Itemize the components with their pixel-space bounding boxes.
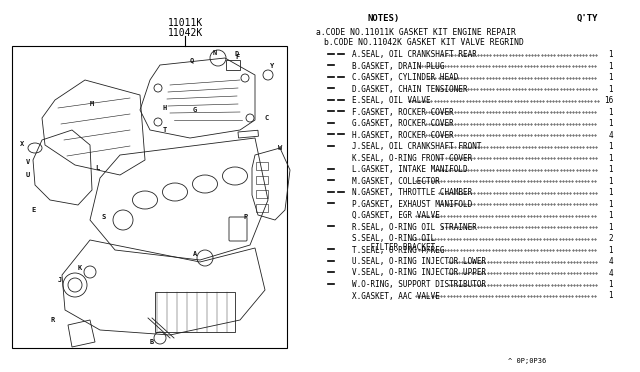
Text: 16: 16 (604, 96, 613, 105)
Text: F.GASKET, ROCKER COVER: F.GASKET, ROCKER COVER (352, 108, 454, 116)
Text: X: X (20, 141, 24, 147)
Text: T: T (163, 127, 167, 133)
Text: E.SEAL, OIL VALVE: E.SEAL, OIL VALVE (352, 96, 431, 105)
Text: T.SEAL, O-RING P/REG: T.SEAL, O-RING P/REG (352, 246, 445, 254)
Text: R.SEAL, O-RING OIL STRAINER: R.SEAL, O-RING OIL STRAINER (352, 222, 477, 231)
Text: 11042K: 11042K (168, 28, 203, 38)
Text: 1: 1 (609, 176, 613, 186)
Text: B: B (150, 339, 154, 345)
Text: NOTES): NOTES) (368, 14, 400, 23)
Text: K.SEAL, O-RING FRONT COVER: K.SEAL, O-RING FRONT COVER (352, 154, 472, 163)
Text: M: M (90, 101, 94, 107)
Text: Q: Q (190, 57, 194, 63)
Text: N.GASKET, THROTTLE CHAMBER: N.GASKET, THROTTLE CHAMBER (352, 188, 472, 197)
Text: 4: 4 (609, 131, 613, 140)
Text: A: A (193, 251, 197, 257)
Bar (12, 46, 287, 348)
Text: G.GASKET, ROCKER COVER: G.GASKET, ROCKER COVER (352, 119, 454, 128)
Text: L.GASKET, INTAKE MANIFOLD: L.GASKET, INTAKE MANIFOLD (352, 165, 468, 174)
Bar (256, 190, 268, 198)
Text: 1: 1 (609, 61, 613, 71)
Text: 1: 1 (609, 108, 613, 116)
Text: D.GASKET, CHAIN TENSIONER: D.GASKET, CHAIN TENSIONER (352, 84, 468, 93)
Text: H.GASKET, ROCKER COVER: H.GASKET, ROCKER COVER (352, 131, 454, 140)
Text: G: G (193, 107, 197, 113)
Bar (256, 204, 268, 212)
Text: 1: 1 (609, 188, 613, 197)
Text: V.SEAL, O-RING INJECTOR UPPER: V.SEAL, O-RING INJECTOR UPPER (352, 269, 486, 278)
Bar (226, 60, 240, 70)
Text: R: R (51, 317, 55, 323)
Text: 2: 2 (609, 234, 613, 243)
Text: L: L (95, 165, 99, 171)
Text: P.GASKET, EXHAUST MANIFOLD: P.GASKET, EXHAUST MANIFOLD (352, 199, 472, 208)
Text: K: K (78, 265, 82, 271)
Text: N: N (213, 50, 217, 56)
Text: E: E (31, 207, 35, 213)
Text: 4: 4 (609, 257, 613, 266)
Text: H: H (163, 105, 167, 111)
Text: 1: 1 (609, 84, 613, 93)
Text: 11011K: 11011K (168, 18, 203, 28)
Text: 4: 4 (609, 269, 613, 278)
Text: Q.GASKET, EGR VALVE: Q.GASKET, EGR VALVE (352, 211, 440, 220)
Text: V: V (26, 159, 30, 165)
Text: 1: 1 (609, 246, 613, 254)
Text: 1: 1 (609, 50, 613, 59)
Text: a.CODE NO.11011K GASKET KIT ENGINE REPAIR: a.CODE NO.11011K GASKET KIT ENGINE REPAI… (316, 28, 516, 37)
Text: ^ 0P;0P36: ^ 0P;0P36 (508, 358, 547, 364)
Text: 1: 1 (609, 154, 613, 163)
Text: A.SEAL, OIL CRANKSHAFT REAR: A.SEAL, OIL CRANKSHAFT REAR (352, 50, 477, 59)
Text: Q'TY: Q'TY (577, 14, 598, 23)
Text: J: J (58, 277, 62, 283)
Text: S.SEAL, O-RING OIL: S.SEAL, O-RING OIL (352, 234, 435, 243)
Text: 1: 1 (609, 292, 613, 301)
Bar (256, 162, 268, 170)
Text: 1: 1 (609, 222, 613, 231)
Text: X.GASKET, AAC VALVE: X.GASKET, AAC VALVE (352, 292, 440, 301)
Text: U.SEAL, O-RING INJECTOR LOWER: U.SEAL, O-RING INJECTOR LOWER (352, 257, 486, 266)
Text: M.GASKET, COLLECTOR: M.GASKET, COLLECTOR (352, 176, 440, 186)
Text: S: S (102, 214, 106, 220)
Bar (238, 130, 259, 138)
Text: 1: 1 (609, 119, 613, 128)
Text: P: P (244, 214, 248, 220)
Text: 1: 1 (609, 280, 613, 289)
Text: U: U (26, 172, 30, 178)
Text: 1: 1 (609, 73, 613, 82)
Text: C: C (265, 115, 269, 121)
Text: W: W (278, 145, 282, 151)
Bar (155, 292, 235, 332)
Text: 1: 1 (609, 165, 613, 174)
Text: J.SEAL, OIL CRANKSHAFT FRONT: J.SEAL, OIL CRANKSHAFT FRONT (352, 142, 481, 151)
Text: 1: 1 (609, 199, 613, 208)
Text: C.GASKET, CYLINDER HEAD: C.GASKET, CYLINDER HEAD (352, 73, 458, 82)
Bar (256, 176, 268, 184)
Text: W.O-RING, SUPPORT DISTRIBUTOR: W.O-RING, SUPPORT DISTRIBUTOR (352, 280, 486, 289)
Text: Y: Y (270, 63, 274, 69)
Text: D: D (235, 51, 239, 57)
Text: F: F (236, 54, 240, 60)
Text: B.GASKET, DRAIN PLUG: B.GASKET, DRAIN PLUG (352, 61, 445, 71)
Text: b.CODE NO.11042K GASKET KIT VALVE REGRIND: b.CODE NO.11042K GASKET KIT VALVE REGRIN… (324, 38, 524, 47)
Text: 1: 1 (609, 211, 613, 220)
Text: FILTER BRACKET: FILTER BRACKET (352, 243, 435, 251)
Text: 1: 1 (609, 142, 613, 151)
